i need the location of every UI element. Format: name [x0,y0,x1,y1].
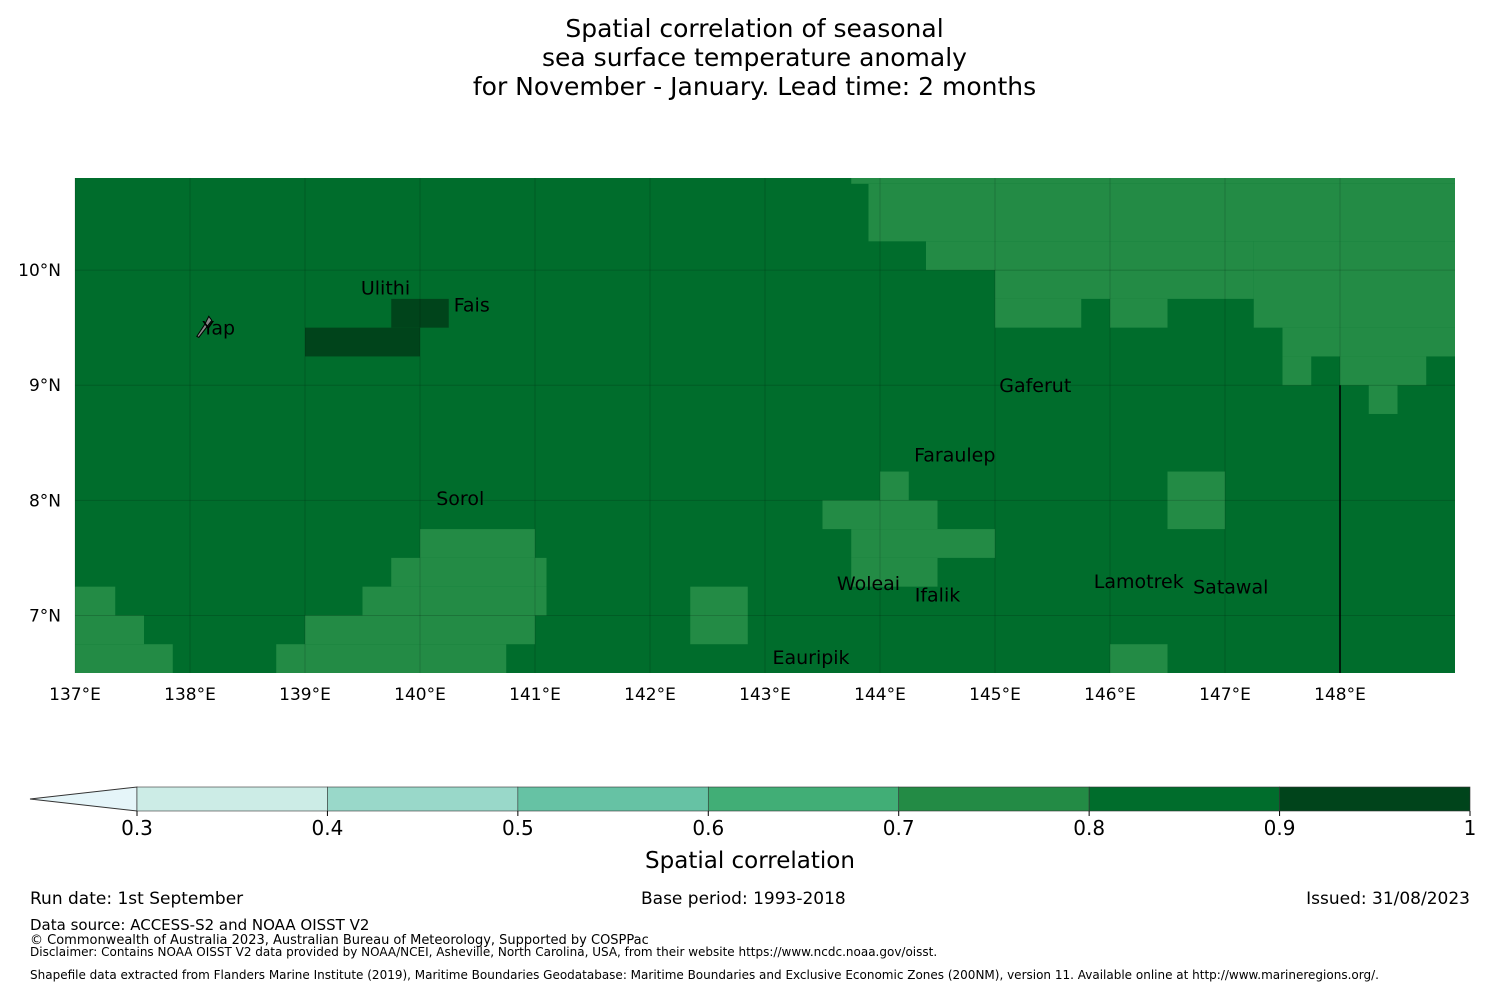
cell-0-7-0-8 [276,644,507,673]
colorbar-tick-label: 0.8 [1073,816,1105,840]
place-label: Ulithi [361,277,410,299]
colorbar-tick-label: 0.3 [121,816,153,840]
cell-0-7-0-8 [1110,644,1168,673]
y-tick-label: 10°N [18,261,61,281]
colorbar-extend-triangle [29,786,138,812]
colorbar-segment [136,786,328,812]
cell-0-7-0-8 [822,500,938,530]
x-tick-label: 142°E [624,685,676,705]
cell-0-7-0-8 [690,586,748,645]
shapefile-credit: Shapefile data extracted from Flanders M… [30,968,1379,982]
x-tick-label: 146°E [1084,685,1136,705]
cell-0-7-0-8 [1253,241,1455,328]
copyright: © Commonwealth of Australia 2023, Austra… [30,933,649,948]
cell-0-7-0-8 [362,586,547,616]
cell-0-7-0-8 [1368,385,1398,414]
x-tick-label: 145°E [969,685,1021,705]
cell-0-9-1-0 [305,327,420,357]
colorbar-segment [1088,786,1280,812]
y-tick-label: 7°N [29,606,61,626]
colorbar: 0.3 0.4 0.5 0.6 0.7 0.8 0.9 1 Spatial correlatio… [29,786,1477,874]
data-source: Data source: ACCESS-S2 and NOAA OISST V2 [30,916,370,934]
cell-0-7-0-8 [391,557,547,587]
place-label: Yap [201,318,235,340]
colorbar-segment [1279,786,1471,812]
colorbar-tick-label: 0.5 [502,816,534,840]
cell-0-7-0-8 [1167,471,1225,530]
x-tick-label: 138°E [164,685,216,705]
cell-0-7-0-8 [1282,327,1455,357]
x-tick-label: 143°E [739,685,791,705]
cell-0-7-0-8 [75,586,116,616]
cell-0-7-0-8 [926,241,1254,271]
cell-0-7-0-8 [1110,298,1168,328]
colorbar-tick-label: 0.9 [1264,816,1296,840]
colorbar-tick-label: 0.7 [883,816,915,840]
place-label: Woleai [837,573,900,595]
cell-0-7-0-8 [305,615,535,645]
map-area[interactable]: 137°E 138°E 139°E 140°E 141°E 142°E 143°E 144°E… [18,178,1455,705]
cell-0-7-0-8 [420,529,535,558]
colorbar-label: Spatial correlation [645,848,855,874]
place-label: Ifalik [915,585,961,607]
colorbar-segment [327,786,519,812]
cell-0-9-1-0 [391,298,449,328]
issued-date: Issued: 31/08/2023 [1306,889,1470,909]
cell-0-7-0-8 [75,615,144,645]
colorbar-tick-label: 1 [1464,816,1477,840]
run-date: Run date: 1st September [30,889,244,909]
x-tick-label: 147°E [1199,685,1251,705]
title-line-3: for November - January. Lead time: 2 mon… [472,72,1037,101]
y-tick-label: 8°N [29,491,61,511]
colorbar-segment [517,786,709,812]
title-line-1: Spatial correlation of seasonal [565,14,944,43]
place-label: Lamotrek [1094,571,1184,593]
colorbar-tick-label: 0.6 [692,816,724,840]
cell-0-7-0-8 [880,471,909,501]
title-line-2: sea surface temperature anomaly [542,43,967,72]
y-tick-label: 9°N [29,376,61,396]
yap-island-shape [196,315,213,338]
x-tick-label: 148°E [1314,685,1366,705]
cell-0-7-0-8 [1282,356,1312,386]
colorbar-segment [898,786,1090,812]
cell-0-7-0-8 [995,298,1082,328]
x-tick-label: 137°E [49,685,101,705]
cell-0-7-0-8 [851,529,995,558]
x-tick-label: 140°E [394,685,446,705]
place-label: Fais [454,295,490,317]
place-label: Faraulep [914,444,995,466]
x-tick-label: 139°E [279,685,331,705]
x-tick-label: 141°E [509,685,561,705]
map-title: Spatial correlation of seasonal sea surf… [0,14,1500,101]
place-label: Eauripik [772,647,849,669]
cell-0-7-0-8 [75,644,173,673]
cell-0-7-0-8 [851,557,938,587]
place-label: Sorol [436,488,484,510]
place-label: Satawal [1193,577,1268,599]
base-period: Base period: 1993-2018 [641,889,846,909]
cell-0-7-0-8 [868,183,1455,242]
colorbar-tick-label: 0.4 [312,816,344,840]
disclaimer: Disclaimer: Contains NOAA OISST V2 data … [30,945,938,959]
cell-0-7-0-8 [1340,356,1427,386]
colorbar-segment [707,786,900,812]
cell-0-7-0-8 [851,178,1455,184]
cell-0-7-0-8 [995,270,1254,299]
place-label: Gaferut [999,375,1071,397]
x-tick-label: 144°E [854,685,906,705]
